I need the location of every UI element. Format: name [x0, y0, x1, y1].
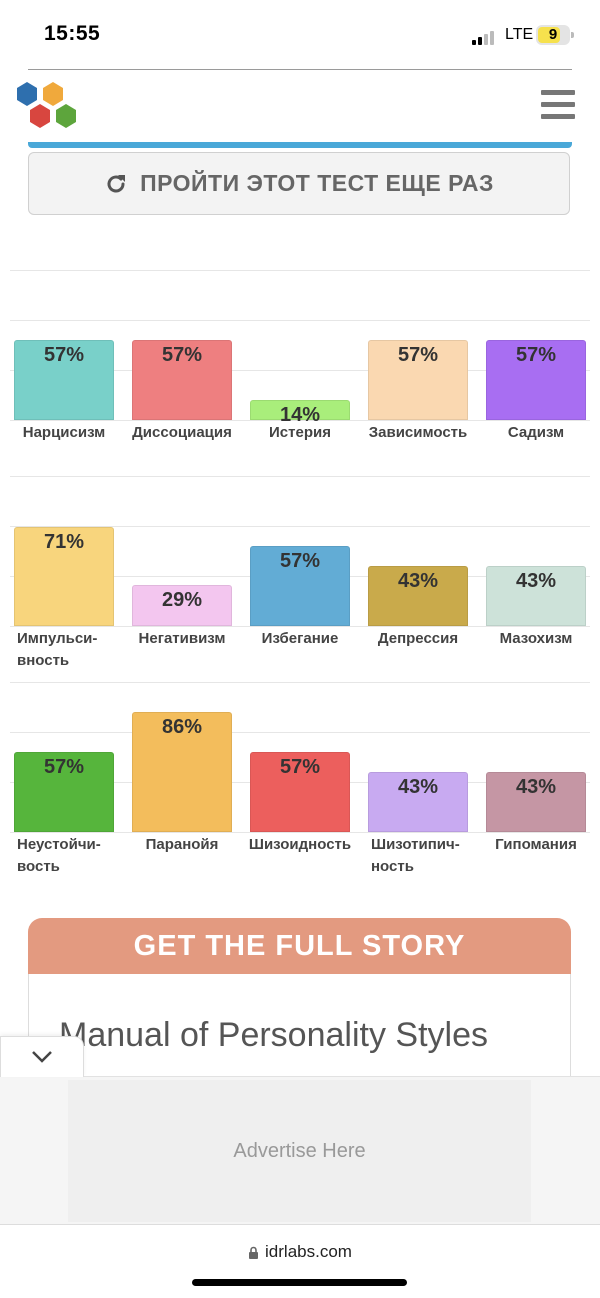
chart-gridline — [10, 732, 590, 733]
chart-bar[interactable] — [486, 340, 586, 420]
status-time: 15:55 — [44, 22, 101, 45]
collapse-ad-button[interactable] — [0, 1036, 84, 1077]
home-indicator — [192, 1279, 407, 1286]
bar-value-label: 71% — [43, 531, 85, 553]
chart-gridline — [10, 832, 590, 833]
chart-gridline — [10, 270, 590, 271]
refresh-icon — [107, 174, 126, 192]
chart-bar[interactable] — [132, 585, 232, 626]
chart-bar[interactable] — [368, 340, 468, 420]
cta-card[interactable]: Manual of Personality Styles — [28, 974, 571, 1084]
chart-bar[interactable] — [250, 752, 350, 832]
chart-bar[interactable] — [132, 340, 232, 420]
bar-category-label: Нарцисизм — [22, 424, 106, 441]
status-bar: 15:55 LTE 9 — [0, 0, 600, 70]
bar-category-label: Шизотипич-ность — [371, 836, 460, 875]
chart-gridline — [10, 682, 590, 683]
cta-title: Manual of Personality Styles — [59, 1016, 488, 1054]
url-text: idrlabs.com — [265, 1242, 352, 1261]
retake-test-label: ПРОЙТИ ЭТОТ ТЕСТ ЕЩЕ РАЗ — [140, 170, 494, 196]
bar-value-label: 57% — [43, 756, 85, 778]
network-type: LTE — [505, 26, 534, 43]
bar-category-label: Импульси-вность — [17, 630, 98, 669]
bar-category-label: Шизоидность — [248, 836, 352, 853]
bar-value-label: 43% — [397, 776, 439, 798]
chart-bar[interactable] — [132, 712, 232, 832]
chart-bar[interactable] — [250, 546, 350, 626]
chart-bar[interactable] — [486, 772, 586, 832]
bar-category-label: Истерия — [269, 424, 331, 441]
chart-bar[interactable] — [368, 772, 468, 832]
lock-icon — [249, 1246, 259, 1259]
signal-strength-icon — [472, 29, 502, 45]
chart-gridline — [10, 370, 590, 371]
bar-category-label: Неустойчи-вость — [17, 836, 101, 875]
bar-category-label: Зависимость — [368, 424, 468, 441]
retake-test-button[interactable]: ПРОЙТИ ЭТОТ ТЕСТ ЕЩЕ РАЗ — [28, 152, 570, 215]
battery-icon: 9 — [536, 25, 574, 45]
bar-value-label: 57% — [397, 344, 439, 366]
bar-category-label: Паранойя — [145, 836, 219, 853]
chart-bar[interactable] — [486, 566, 586, 626]
accent-strip — [28, 142, 572, 148]
bar-category-label: Диссоциация — [132, 424, 232, 441]
bar-value-label: 43% — [515, 776, 557, 798]
battery-level: 9 — [548, 26, 558, 43]
bar-value-label: 14% — [279, 404, 321, 426]
hamburger-menu-icon[interactable] — [541, 90, 575, 120]
chart-gridline — [10, 526, 590, 527]
bar-value-label: 86% — [161, 716, 203, 738]
chart-bar[interactable] — [368, 566, 468, 626]
ad-placeholder[interactable]: Advertise Here — [68, 1080, 531, 1222]
chart-gridline — [10, 420, 590, 421]
bar-category-label: Садизм — [507, 424, 565, 441]
chart-gridline — [10, 320, 590, 321]
bar-value-label: 57% — [161, 344, 203, 366]
bar-value-label: 29% — [161, 589, 203, 611]
bar-value-label: 57% — [279, 550, 321, 572]
bar-category-label: Депрессия — [377, 630, 459, 647]
bar-value-label: 57% — [515, 344, 557, 366]
chart-bar[interactable] — [250, 400, 350, 420]
chart-bar[interactable] — [14, 752, 114, 832]
chevron-down-icon — [32, 1051, 52, 1063]
bar-value-label: 43% — [397, 570, 439, 592]
ad-text: Advertise Here — [233, 1139, 366, 1162]
chart-gridline — [10, 626, 590, 627]
hexagon-cluster-logo[interactable] — [13, 80, 81, 132]
bar-category-label: Гипомания — [495, 836, 577, 853]
bar-value-label: 57% — [43, 344, 85, 366]
get-full-story-banner[interactable]: GET THE FULL STORY — [28, 918, 571, 974]
bar-category-label: Мазохизм — [499, 630, 573, 647]
bar-value-label: 43% — [515, 570, 557, 592]
chart-gridline — [10, 476, 590, 477]
bar-category-label: Негативизм — [138, 630, 226, 647]
bar-value-label: 57% — [279, 756, 321, 778]
cta-header-text: GET THE FULL STORY — [133, 929, 466, 962]
browser-divider — [28, 69, 572, 70]
personality-results-chart: 57% Нарцисизм 57% Диссоциация 14% Истерия 57% З… — [0, 260, 600, 880]
bar-category-label: Избегание — [261, 630, 339, 647]
chart-bar[interactable] — [14, 340, 114, 420]
browser-url-bar[interactable]: idrlabs.com — [0, 1224, 600, 1298]
chart-bar[interactable] — [14, 527, 114, 626]
